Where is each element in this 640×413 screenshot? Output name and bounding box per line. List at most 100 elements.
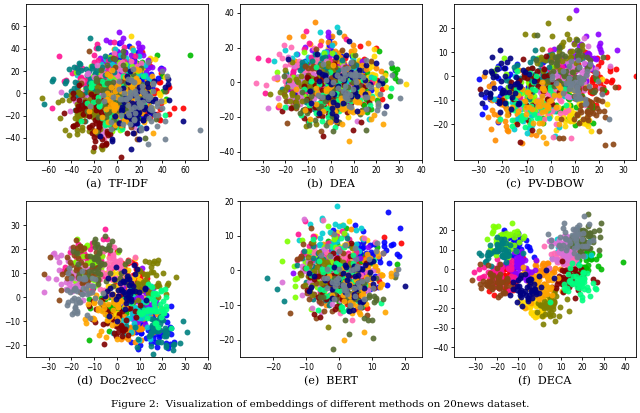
Point [123, 84, 133, 91]
Point [136, 103, 146, 110]
Point [72, 101, 83, 108]
Point [527, 97, 538, 103]
Point [109, 97, 120, 103]
Point [118, 331, 129, 337]
Point [344, 92, 355, 99]
Point [131, 120, 141, 127]
Point [467, 276, 477, 283]
Point [340, 64, 350, 71]
Point [329, 271, 339, 278]
Point [348, 266, 358, 273]
Point [328, 114, 338, 121]
Point [378, 121, 388, 127]
Point [292, 76, 303, 82]
Point [547, 92, 557, 99]
Point [520, 291, 531, 298]
Point [75, 75, 85, 82]
Point [70, 78, 81, 85]
Point [505, 242, 515, 248]
Point [88, 102, 99, 109]
Point [109, 77, 120, 83]
Point [525, 285, 536, 292]
Point [310, 75, 321, 82]
Point [119, 268, 129, 275]
Point [532, 313, 543, 319]
Point [529, 278, 539, 285]
Point [343, 306, 353, 313]
Point [565, 85, 575, 92]
Point [570, 79, 580, 85]
Point [354, 267, 364, 273]
Point [323, 277, 333, 284]
Point [120, 64, 131, 70]
Point [335, 66, 346, 73]
Point [122, 102, 132, 109]
Point [557, 244, 568, 251]
Point [327, 294, 337, 301]
Point [561, 251, 571, 258]
Point [310, 249, 321, 255]
Point [80, 265, 90, 271]
Point [108, 95, 118, 102]
Point [102, 244, 113, 251]
Point [77, 76, 87, 83]
Point [326, 294, 337, 300]
Point [353, 273, 364, 279]
Point [569, 75, 579, 82]
Point [545, 47, 556, 53]
Point [121, 108, 131, 115]
Point [555, 266, 565, 272]
Point [138, 73, 148, 79]
Point [318, 96, 328, 103]
Point [113, 92, 124, 98]
Point [331, 97, 341, 104]
Point [502, 126, 513, 133]
Point [572, 7, 582, 13]
Point [114, 103, 124, 110]
Point [91, 119, 101, 126]
Point [117, 96, 127, 103]
Point [129, 66, 139, 73]
Point [558, 225, 568, 231]
Point [195, 126, 205, 133]
Point [506, 266, 516, 273]
Point [488, 222, 498, 229]
Point [320, 54, 330, 60]
Point [342, 258, 352, 265]
Point [83, 94, 93, 100]
Point [81, 97, 91, 103]
Point [355, 255, 365, 261]
Point [380, 243, 390, 250]
Point [349, 288, 360, 294]
Point [532, 296, 543, 302]
Point [95, 262, 105, 269]
Point [47, 105, 58, 112]
Point [315, 294, 325, 301]
Point [319, 261, 329, 267]
Point [340, 284, 351, 291]
Point [474, 266, 484, 272]
Point [374, 273, 384, 279]
Point [329, 273, 339, 279]
Point [534, 61, 545, 67]
Point [313, 266, 323, 273]
Point [86, 106, 96, 113]
Point [133, 88, 143, 94]
Point [530, 278, 540, 285]
Point [565, 63, 575, 69]
Point [102, 95, 113, 102]
Point [140, 93, 150, 99]
Point [347, 275, 357, 281]
Point [83, 301, 93, 307]
Point [125, 121, 135, 127]
Point [349, 285, 360, 291]
Point [140, 72, 150, 79]
Point [125, 61, 135, 68]
Point [118, 99, 128, 106]
Point [133, 106, 143, 112]
Point [306, 69, 316, 76]
Point [309, 310, 319, 317]
Point [87, 130, 97, 136]
Point [344, 290, 354, 297]
Point [316, 271, 326, 278]
